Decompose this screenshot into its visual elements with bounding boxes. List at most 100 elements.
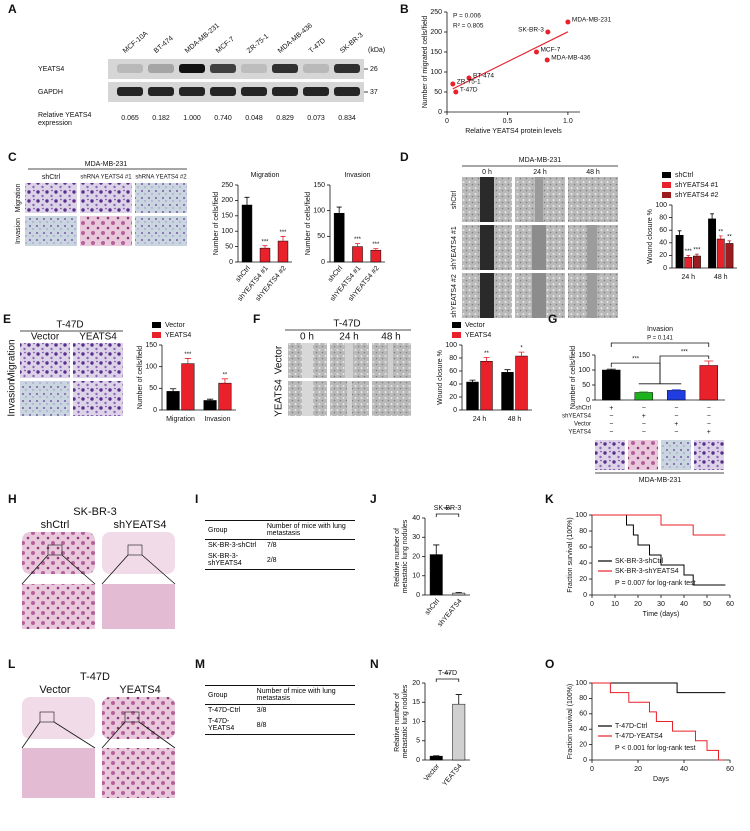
x-tick-label: 24 h	[681, 274, 695, 281]
image-title: T-47D	[56, 320, 83, 331]
annotation: P = 0.006	[453, 13, 481, 20]
column-label: shYEATS4	[114, 519, 167, 531]
column-label: Vector	[39, 684, 71, 696]
error-bar	[455, 592, 462, 594]
significance: ***	[261, 239, 269, 245]
quant-label: 0.073	[307, 115, 325, 122]
point	[565, 19, 571, 25]
error-bar	[354, 243, 361, 247]
column-label: 48 h	[381, 332, 400, 343]
panel-label: G	[548, 312, 557, 326]
point-label: MDA-MB-231	[572, 17, 612, 24]
error-bar	[710, 213, 714, 219]
error-bar	[206, 398, 214, 401]
y-axis-label: Number of cells/field	[570, 346, 577, 410]
y-tick-label: 150	[313, 182, 325, 189]
condition-mark: −	[707, 421, 711, 428]
x-tick-label: 0	[445, 118, 449, 125]
x-tick-label: 0	[590, 601, 594, 608]
quant-label: 0.829	[276, 115, 294, 122]
panel-label: B	[400, 2, 409, 16]
bar	[241, 204, 253, 263]
x-tick-label: 20	[634, 601, 642, 608]
band	[241, 64, 267, 73]
y-tick-label: 150	[221, 213, 233, 220]
point-label: BT-474	[473, 73, 494, 80]
x-tick-label: 1.0	[563, 118, 573, 125]
y-tick-label: 0	[416, 592, 420, 599]
point-label: MDA-MB-436	[551, 55, 591, 62]
bar	[370, 249, 382, 263]
y-tick-label: 40	[659, 240, 667, 247]
panel-label: A	[8, 2, 17, 16]
table-cell: 3/8	[256, 707, 267, 714]
panel-label: I	[195, 492, 198, 506]
condition-mark: −	[642, 429, 646, 436]
x-tick-label: shCtrl	[235, 265, 252, 284]
kda-marker: 26	[370, 66, 378, 73]
table-cell: SK-BR-3-shCtrl 7/8	[205, 540, 355, 552]
significance: **	[223, 372, 228, 378]
x-tick-label: Vector	[423, 762, 442, 782]
y-tick-label: 0	[416, 757, 420, 764]
bar	[708, 218, 717, 269]
error-bar	[455, 694, 462, 705]
lane-label: MCF-10A	[122, 30, 150, 55]
significance: ***	[184, 352, 192, 358]
column-label: YEATS4	[119, 684, 160, 696]
point-label: T-47D	[460, 87, 478, 94]
error-bar	[727, 240, 732, 244]
x-tick-label: shCtrl	[424, 598, 441, 617]
kda-label: (kDa)	[368, 47, 385, 54]
bar	[501, 372, 514, 411]
bar	[259, 247, 271, 263]
error-bar	[695, 253, 699, 257]
y-tick-label: 20	[579, 576, 587, 583]
chart-title: SK-BR-3	[434, 505, 462, 512]
panel-label: M	[195, 657, 205, 671]
error-bar	[483, 356, 490, 362]
condition-mark: +	[642, 413, 646, 420]
significance: **	[727, 234, 732, 240]
chart-title: Invasion	[647, 326, 673, 333]
table-cell: T-47D-Ctrl 3/8	[205, 705, 355, 717]
panel-label: E	[3, 312, 11, 326]
panel-label: D	[400, 150, 409, 164]
column-label: 0 h	[482, 169, 492, 176]
table-cell: Group Number of mice with lung metastasis	[205, 685, 355, 705]
row-label: Vector	[274, 345, 285, 374]
y-tick-label: 0	[438, 109, 442, 116]
y-tick-label: 10	[412, 718, 420, 725]
y-tick-label: 0	[586, 397, 590, 404]
table-cell: Group Number of mice with lung metastasis	[205, 520, 355, 540]
survival-line	[592, 682, 726, 694]
table-frame: Group Number of mice with lung metastasis…	[205, 520, 355, 570]
table-cell: SK-BR-3-shYEATS4 2/8	[205, 551, 355, 570]
bar	[429, 755, 443, 761]
bar	[634, 392, 653, 401]
bar	[166, 391, 180, 411]
legend-label: T-47D-Ctrl	[615, 723, 648, 730]
legend-label: Vector	[165, 322, 186, 329]
x-axis-label: Relative YEATS4 protein levels	[465, 128, 562, 135]
bar	[480, 361, 493, 411]
legend-label: shYEATS4 #1	[675, 182, 719, 189]
table-cell: 8/8	[256, 721, 267, 729]
significance: ***	[681, 350, 689, 356]
column-label: shRNA YEATS4 #2	[135, 175, 187, 181]
survival-line	[592, 682, 724, 761]
bar	[725, 243, 734, 269]
table-cell: Group Number of mice with lung metastasis	[205, 520, 355, 540]
micrographs-f	[285, 329, 411, 416]
table-cell: T-47D-YEATS4	[208, 718, 235, 732]
band	[334, 64, 360, 73]
trend-line	[452, 31, 569, 90]
y-tick-label: 20	[659, 252, 667, 259]
error-bar	[686, 255, 691, 258]
condition-mark: −	[609, 421, 613, 428]
y-tick-label: 50	[434, 89, 442, 96]
condition-mark: −	[674, 429, 678, 436]
y-tick-label: 0	[583, 757, 587, 764]
bar	[466, 381, 479, 411]
table-header: Number of mice with lung metastasis	[256, 688, 336, 702]
